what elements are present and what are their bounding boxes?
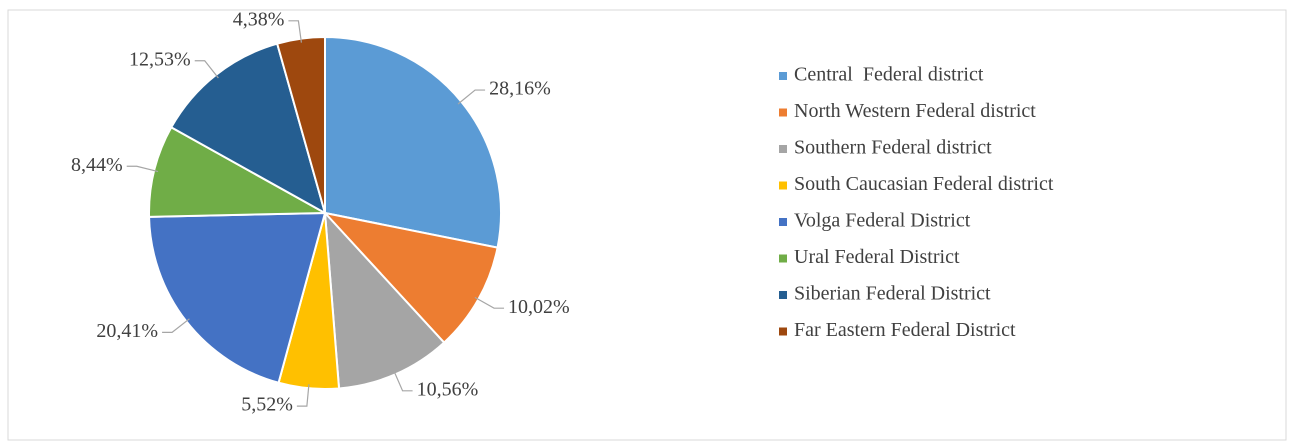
data-label: 10,02% [508, 296, 570, 318]
leader-line [126, 165, 159, 173]
leader-line [194, 60, 219, 79]
legend-label: South Caucasian Federal district [794, 173, 1054, 195]
leader-line [162, 318, 190, 333]
legend-swatch [779, 327, 787, 336]
data-label: 20,41% [96, 320, 158, 342]
leader-line [296, 384, 310, 407]
legend-label: Far Eastern Federal District [794, 319, 1016, 341]
data-label: 5,52% [241, 394, 293, 416]
data-label: 28,16% [489, 78, 551, 100]
legend-swatch [779, 145, 787, 153]
legend-swatch [779, 254, 787, 263]
legend-label: Central Federal district [794, 64, 984, 86]
legend-label: Volga Federal District [794, 210, 971, 232]
legend-swatch [779, 108, 787, 117]
legend-label: North Western Federal district [794, 100, 1036, 122]
legend-swatch [779, 72, 787, 80]
data-label: 12,53% [129, 48, 191, 70]
data-label: 4,38% [233, 8, 285, 30]
leader-line [288, 20, 303, 43]
legend-swatch [779, 291, 787, 299]
leader-line [393, 370, 413, 392]
data-label: 8,44% [71, 154, 123, 176]
leader-line [457, 89, 486, 105]
legend-label: Southern Federal district [794, 137, 992, 159]
data-label: 10,56% [417, 378, 479, 400]
legend-label: Siberian Federal District [794, 283, 991, 305]
legend-label: Ural Federal District [794, 246, 960, 268]
legend-swatch [779, 181, 787, 190]
legend-swatch [779, 218, 787, 226]
leader-line [474, 296, 505, 309]
